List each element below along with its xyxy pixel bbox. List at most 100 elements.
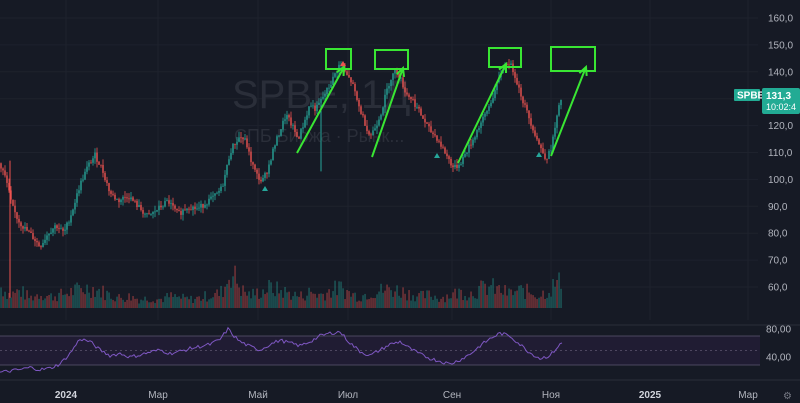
candle-body[interactable]: [466, 152, 468, 154]
candle-body[interactable]: [352, 82, 354, 84]
candle-body[interactable]: [244, 138, 246, 140]
candle-body[interactable]: [224, 174, 226, 186]
candle-body[interactable]: [286, 115, 288, 120]
candle-body[interactable]: [238, 137, 240, 142]
candle-body[interactable]: [140, 204, 142, 211]
candle-body[interactable]: [50, 232, 52, 234]
trend-arrow[interactable]: [550, 66, 587, 157]
candle-body[interactable]: [222, 185, 224, 187]
candle-body[interactable]: [36, 241, 38, 243]
candle-body[interactable]: [486, 110, 488, 114]
candle-body[interactable]: [332, 76, 334, 85]
candle-body[interactable]: [514, 72, 516, 78]
candle-body[interactable]: [266, 173, 268, 174]
candle-body[interactable]: [388, 86, 390, 89]
candle-body[interactable]: [170, 203, 172, 204]
candle-body[interactable]: [192, 206, 194, 210]
candle-body[interactable]: [20, 222, 22, 227]
candle-body[interactable]: [90, 162, 92, 164]
candle-body[interactable]: [2, 168, 4, 171]
candle-body[interactable]: [334, 73, 336, 77]
candle-body[interactable]: [456, 164, 458, 168]
candle-body[interactable]: [194, 206, 196, 209]
candle-body[interactable]: [80, 180, 82, 191]
candle-body[interactable]: [246, 138, 248, 148]
peak-box[interactable]: [550, 46, 596, 72]
candle-body[interactable]: [366, 125, 368, 132]
candle-body[interactable]: [476, 130, 478, 138]
candle-body[interactable]: [428, 123, 430, 127]
candle-body[interactable]: [188, 208, 190, 210]
candle-body[interactable]: [308, 106, 310, 116]
candle-body[interactable]: [310, 105, 312, 107]
candle-body[interactable]: [172, 203, 174, 206]
time-axis[interactable]: 2024 Мар Май Июл Сен Ноя 2025 Мар: [55, 390, 758, 401]
candle-body[interactable]: [460, 163, 462, 165]
candle-body[interactable]: [68, 222, 70, 224]
candle-body[interactable]: [556, 115, 558, 128]
candle-body[interactable]: [212, 195, 214, 197]
candle-body[interactable]: [290, 117, 292, 126]
candle-body[interactable]: [474, 137, 476, 140]
candle-body[interactable]: [44, 239, 46, 243]
price-axis[interactable]: 160,0150,0140,0130,0120,0110,0100,090,08…: [768, 14, 793, 294]
candle-body[interactable]: [64, 229, 66, 231]
candle-body[interactable]: [110, 191, 112, 194]
candle-body[interactable]: [230, 153, 232, 160]
candle-body[interactable]: [148, 213, 150, 215]
candle-body[interactable]: [384, 94, 386, 108]
candle-body[interactable]: [88, 162, 90, 167]
candle-body[interactable]: [300, 128, 302, 139]
candle-body[interactable]: [454, 164, 456, 168]
candle-body[interactable]: [558, 105, 560, 116]
candle-body[interactable]: [400, 77, 402, 79]
candle-body[interactable]: [492, 98, 494, 103]
rsi-line[interactable]: [0, 326, 563, 373]
candle-body[interactable]: [394, 68, 396, 74]
candle-body[interactable]: [452, 165, 454, 168]
candle-body[interactable]: [0, 163, 2, 169]
candle-body[interactable]: [94, 152, 96, 159]
candle-body[interactable]: [84, 171, 86, 180]
candle-body[interactable]: [526, 104, 528, 111]
candle-body[interactable]: [56, 225, 58, 229]
rsi-indicator-pane[interactable]: 80,00 40,00: [0, 325, 791, 373]
candle-body[interactable]: [28, 230, 30, 232]
candle-body[interactable]: [260, 179, 262, 182]
candle-body[interactable]: [158, 205, 160, 211]
candle-body[interactable]: [440, 141, 442, 147]
candle-body[interactable]: [544, 153, 546, 159]
candle-body[interactable]: [482, 116, 484, 123]
candle-body[interactable]: [362, 113, 364, 116]
candle-body[interactable]: [318, 102, 320, 105]
candle-body[interactable]: [242, 137, 244, 140]
candle-body[interactable]: [14, 205, 16, 213]
candle-body[interactable]: [324, 93, 326, 97]
candle-body[interactable]: [200, 203, 202, 208]
candle-body[interactable]: [256, 169, 258, 174]
candle-body[interactable]: [382, 107, 384, 115]
candle-body[interactable]: [154, 211, 156, 213]
candle-body[interactable]: [442, 146, 444, 148]
candle-body[interactable]: [436, 135, 438, 141]
candle-body[interactable]: [490, 102, 492, 107]
candle-body[interactable]: [52, 228, 54, 233]
candle-body[interactable]: [186, 208, 188, 211]
candle-body[interactable]: [180, 211, 182, 215]
candle-body[interactable]: [326, 87, 328, 94]
candle-body[interactable]: [432, 132, 434, 135]
candle-body[interactable]: [152, 211, 154, 214]
candle-body[interactable]: [530, 118, 532, 126]
candle-body[interactable]: [252, 162, 254, 165]
candle-body[interactable]: [302, 127, 304, 129]
candle-body[interactable]: [438, 140, 440, 142]
candle-body[interactable]: [66, 222, 68, 230]
candle-body[interactable]: [76, 193, 78, 203]
candle-body[interactable]: [358, 99, 360, 107]
candle-body[interactable]: [136, 200, 138, 208]
trend-arrow[interactable]: [296, 66, 345, 154]
candle-body[interactable]: [102, 164, 104, 173]
candle-body[interactable]: [540, 144, 542, 149]
candle-body[interactable]: [214, 193, 216, 196]
candle-body[interactable]: [100, 164, 102, 166]
